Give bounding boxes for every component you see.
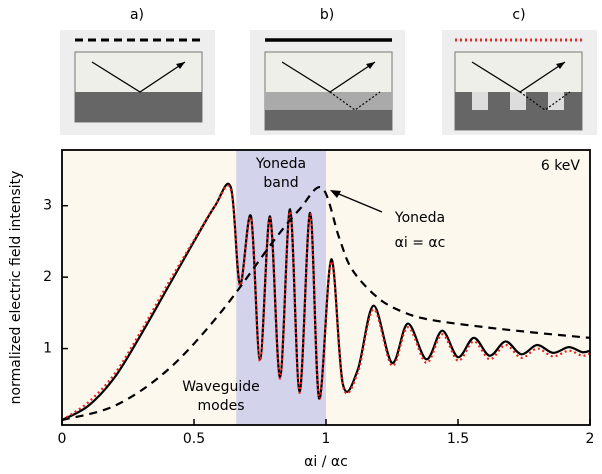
y-tick-label: 2 <box>43 269 52 285</box>
y-tick-label: 3 <box>43 198 52 214</box>
y-axis-label: normalized electric field intensity <box>8 171 24 405</box>
inset-label: a) <box>130 7 144 23</box>
line-series <box>61 184 591 421</box>
yoneda-label: Yoneda <box>394 210 445 226</box>
band-label: Yoneda <box>255 156 306 172</box>
waveguide-label: Waveguide <box>182 379 260 395</box>
x-axis-label: αi / αc <box>304 454 348 470</box>
yoneda-condition: αi = αc <box>395 235 446 251</box>
x-tick-label: 2 <box>586 431 595 447</box>
x-tick-label: 1 <box>322 431 331 447</box>
inset-c <box>442 30 597 135</box>
band-label: band <box>263 175 298 191</box>
inset-b <box>250 30 405 135</box>
arrow-head <box>330 190 341 198</box>
x-tick-label: 0.5 <box>183 431 205 447</box>
arrow <box>333 191 383 213</box>
inset-label: c) <box>512 7 525 23</box>
shaded-band <box>236 150 326 425</box>
plot-frame <box>61 149 591 426</box>
y-tick-label: 1 <box>43 341 52 357</box>
x-tick-label: 0 <box>58 431 67 447</box>
line-series <box>61 182 591 421</box>
waveguide-label: modes <box>198 398 245 414</box>
energy-label: 6 keV <box>541 158 581 174</box>
x-tick-label: 1.5 <box>447 431 469 447</box>
inset-label: b) <box>320 7 334 23</box>
line-series <box>61 185 591 422</box>
inset-a <box>60 30 215 135</box>
